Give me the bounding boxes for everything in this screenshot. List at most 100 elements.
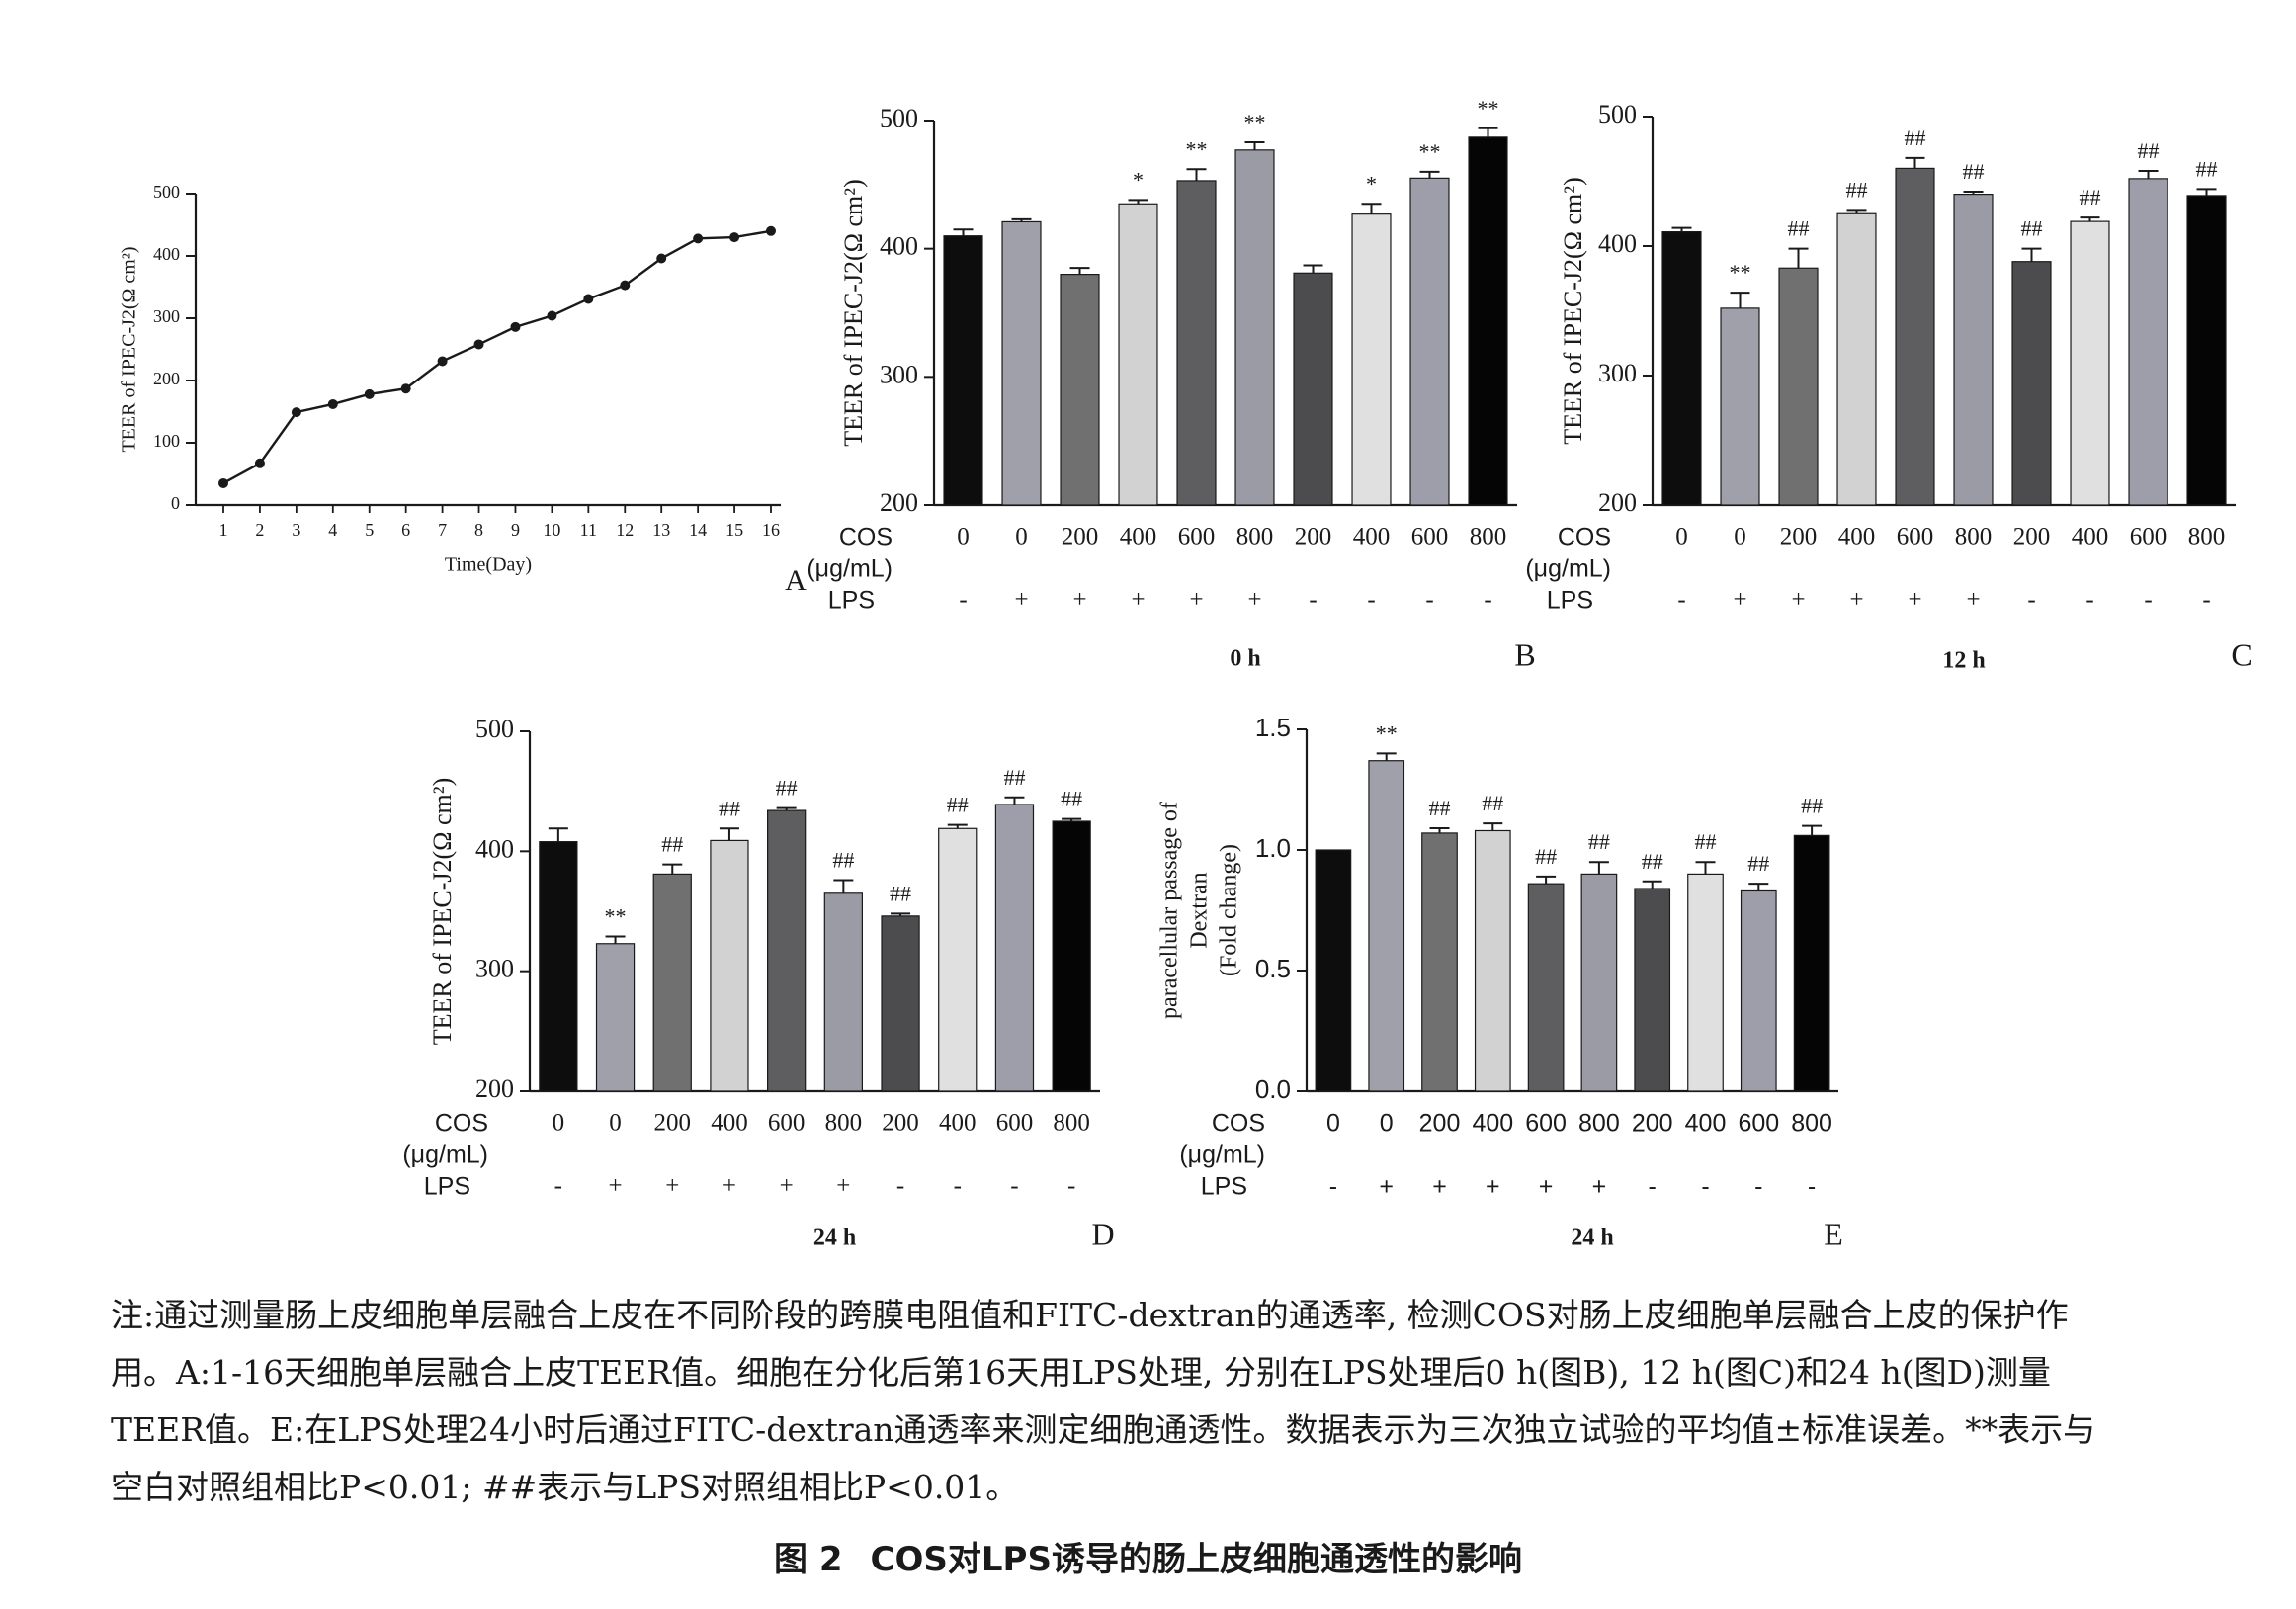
data-point [583, 294, 594, 304]
caption-line-1: 注:通过测量肠上皮细胞单层融合上皮在不同阶段的跨膜电阻值和FITC-dextra… [111, 1296, 2069, 1334]
data-point [364, 388, 375, 399]
lps-row-label: LPS [1201, 1173, 1247, 1201]
data-point [254, 458, 265, 468]
significance-mark: ** [605, 904, 627, 929]
lps-sign: + [1247, 587, 1261, 614]
x-tick-label: 12 [616, 520, 634, 540]
x-tick-label: 2 [255, 520, 264, 540]
lps-sign: - [2144, 587, 2152, 614]
chart-E: 0.0 0.5 1.0 1.5 paracellular passage of Dextr… [1157, 713, 1843, 1251]
y-tick-label: 500 [153, 182, 180, 202]
bar [1580, 873, 1618, 1092]
y-axis-label: TEER of IPEC-J2(Ω cm²) [119, 246, 140, 452]
significance-mark: ## [2196, 156, 2218, 181]
panel-label: C [2231, 636, 2252, 672]
time-label: 12 h [1942, 648, 1985, 674]
data-point [400, 383, 411, 394]
lps-sign: + [1189, 587, 1203, 614]
x-tick-label: 200 [1780, 524, 1818, 550]
cos-row-label: COS [435, 1110, 488, 1138]
x-tick-label: 0 [1675, 524, 1688, 550]
lps-sign: - [896, 1173, 904, 1200]
unit-row-label: (μg/mL) [807, 555, 893, 583]
x-tick-label: 0 [1380, 1110, 1394, 1138]
x-tick-label: 400 [2072, 524, 2109, 550]
bar [1778, 267, 1819, 506]
data-point [547, 310, 557, 321]
x-tick-label: 600 [768, 1110, 806, 1137]
significance-mark: ## [1588, 829, 1610, 854]
data-point [656, 253, 667, 264]
chart-B: 200 300 400 500 TEER of IPEC-J2(Ω cm²) COS (μg… [807, 96, 1535, 673]
lps-sign: + [1072, 587, 1086, 614]
x-tick-label: 200 [2013, 524, 2051, 550]
y-tick-label: 100 [153, 431, 180, 451]
lps-sign: + [1966, 587, 1980, 614]
x-tick-label: 400 [1353, 524, 1391, 550]
x-tick-label: 0 [609, 1110, 622, 1137]
lps-sign: + [1014, 587, 1028, 614]
lps-sign: + [1849, 587, 1863, 614]
bar [710, 839, 749, 1092]
bar [1409, 177, 1450, 506]
lps-sign: - [1484, 587, 1491, 614]
x-tick-label: 5 [365, 520, 374, 540]
y-tick-label: 200 [1598, 488, 1637, 517]
x-tick-label: 0 [553, 1110, 565, 1137]
cos-row-label: COS [839, 524, 893, 551]
bar [1793, 834, 1830, 1092]
bar [1118, 203, 1158, 506]
significance-mark: ## [2021, 216, 2043, 241]
x-tick-label: 0 [957, 524, 970, 550]
bar [1234, 149, 1275, 506]
x-tick-label: 15 [725, 520, 743, 540]
y-tick-label: 1.5 [1255, 713, 1291, 742]
x-tick-label: 16 [762, 520, 780, 540]
significance-mark: ** [1730, 260, 1751, 285]
figure-title: 图 2 COS对LPS诱导的肠上皮细胞通透性的影响 [0, 1532, 2296, 1580]
x-tick-label: 13 [652, 520, 670, 540]
bar [1421, 832, 1458, 1092]
bar [1720, 307, 1760, 506]
bar [938, 827, 978, 1092]
bar [1474, 829, 1511, 1092]
lps-sign: + [1486, 1173, 1500, 1201]
x-tick-label: 0 [1326, 1110, 1340, 1138]
y-tick-label: 0 [171, 493, 180, 513]
x-tick-label: 200 [1632, 1110, 1673, 1138]
y-tick-label: 500 [475, 715, 514, 743]
panel-label: D [1091, 1216, 1114, 1251]
figure-title-text: COS对LPS诱导的肠上皮细胞通透性的影响 [870, 1540, 1522, 1579]
data-point [218, 477, 228, 488]
y-tick-label: 0.5 [1255, 954, 1291, 983]
y-axis-label: (Fold change) [1217, 844, 1242, 976]
data-point [327, 398, 338, 409]
figure-number: 图 2 [774, 1540, 843, 1579]
x-tick-label: 4 [328, 520, 337, 540]
cos-row-label: COS [1212, 1110, 1265, 1138]
x-tick-label: 0 [1734, 524, 1746, 550]
time-label: 24 h [813, 1226, 856, 1251]
y-axis-label: Dextran [1187, 872, 1213, 948]
cos-row-label: COS [1558, 524, 1611, 551]
lps-sign: - [954, 1173, 962, 1200]
y-axis-label: TEER of IPEC-J2(Ω cm²) [839, 179, 868, 446]
x-tick-label: 400 [939, 1110, 977, 1137]
lps-sign: + [1131, 587, 1145, 614]
x-tick-label: 10 [543, 520, 560, 540]
bar [595, 943, 636, 1092]
x-tick-label: 400 [1472, 1110, 1513, 1138]
significance-mark: ** [1419, 139, 1441, 164]
x-tick-label: 800 [1955, 524, 1993, 550]
significance-mark: ** [1478, 96, 1499, 121]
x-tick-label: 600 [1411, 524, 1449, 550]
x-tick-label: 800 [1470, 524, 1507, 550]
panel-label: B [1514, 636, 1535, 672]
lps-sign: - [1067, 1173, 1075, 1200]
x-tick-label: 600 [1525, 1110, 1567, 1138]
x-tick-label: 600 [996, 1110, 1034, 1137]
bar [1527, 883, 1565, 1092]
x-tick-label: 200 [1295, 524, 1332, 550]
data-point [729, 232, 740, 243]
